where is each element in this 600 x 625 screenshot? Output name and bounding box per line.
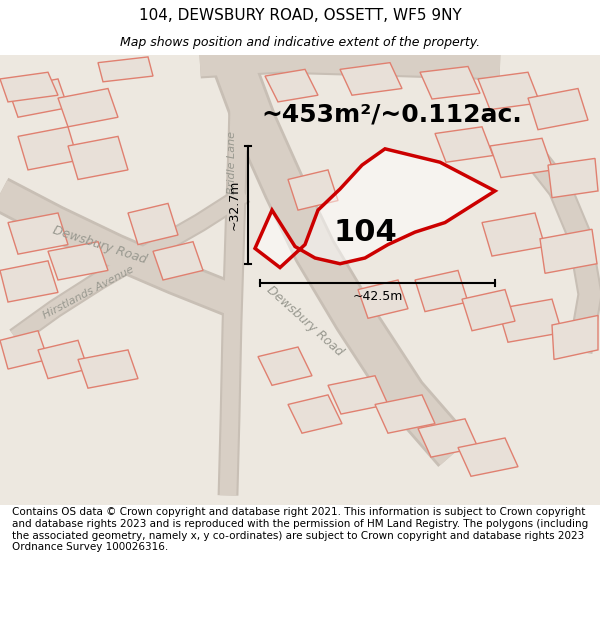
Polygon shape [462,289,515,331]
Polygon shape [288,395,342,433]
Text: 104, DEWSBURY ROAD, OSSETT, WF5 9NY: 104, DEWSBURY ROAD, OSSETT, WF5 9NY [139,8,461,23]
Polygon shape [478,72,540,109]
Polygon shape [258,347,312,386]
Polygon shape [418,419,478,457]
Polygon shape [548,158,598,198]
Polygon shape [482,213,545,256]
Text: Map shows position and indicative extent of the property.: Map shows position and indicative extent… [120,36,480,49]
Polygon shape [340,62,402,95]
Text: ~32.7m: ~32.7m [227,179,241,230]
Polygon shape [420,66,480,99]
Polygon shape [0,331,48,369]
Text: ~42.5m: ~42.5m [352,290,403,302]
Polygon shape [18,127,78,170]
Polygon shape [415,271,468,312]
Polygon shape [8,213,68,254]
Polygon shape [498,299,562,343]
Polygon shape [8,79,68,118]
Polygon shape [38,341,88,379]
Text: ~453m²/~0.112ac.: ~453m²/~0.112ac. [262,102,523,126]
Text: Dewsbury Road: Dewsbury Road [52,223,149,266]
Text: Hirstlands Avenue: Hirstlands Avenue [41,264,135,321]
Polygon shape [68,136,128,179]
Polygon shape [128,203,178,244]
Polygon shape [0,261,58,302]
Polygon shape [528,89,588,129]
Text: Dewsbury Road: Dewsbury Road [264,284,346,359]
Polygon shape [458,438,518,476]
Polygon shape [58,89,118,127]
Polygon shape [255,149,495,268]
Polygon shape [435,127,493,162]
Polygon shape [490,138,553,178]
Polygon shape [153,242,203,280]
Polygon shape [0,72,58,102]
Polygon shape [98,57,153,82]
Polygon shape [375,395,435,433]
Text: Contains OS data © Crown copyright and database right 2021. This information is : Contains OS data © Crown copyright and d… [12,508,588,552]
Polygon shape [288,170,338,210]
Polygon shape [540,229,597,273]
Polygon shape [328,376,388,414]
Polygon shape [552,316,598,359]
Text: Bridle Lane: Bridle Lane [227,131,237,194]
Polygon shape [48,242,108,280]
Polygon shape [78,350,138,388]
Polygon shape [265,69,318,102]
Polygon shape [0,55,600,505]
Polygon shape [358,280,408,318]
Text: 104: 104 [333,217,397,247]
